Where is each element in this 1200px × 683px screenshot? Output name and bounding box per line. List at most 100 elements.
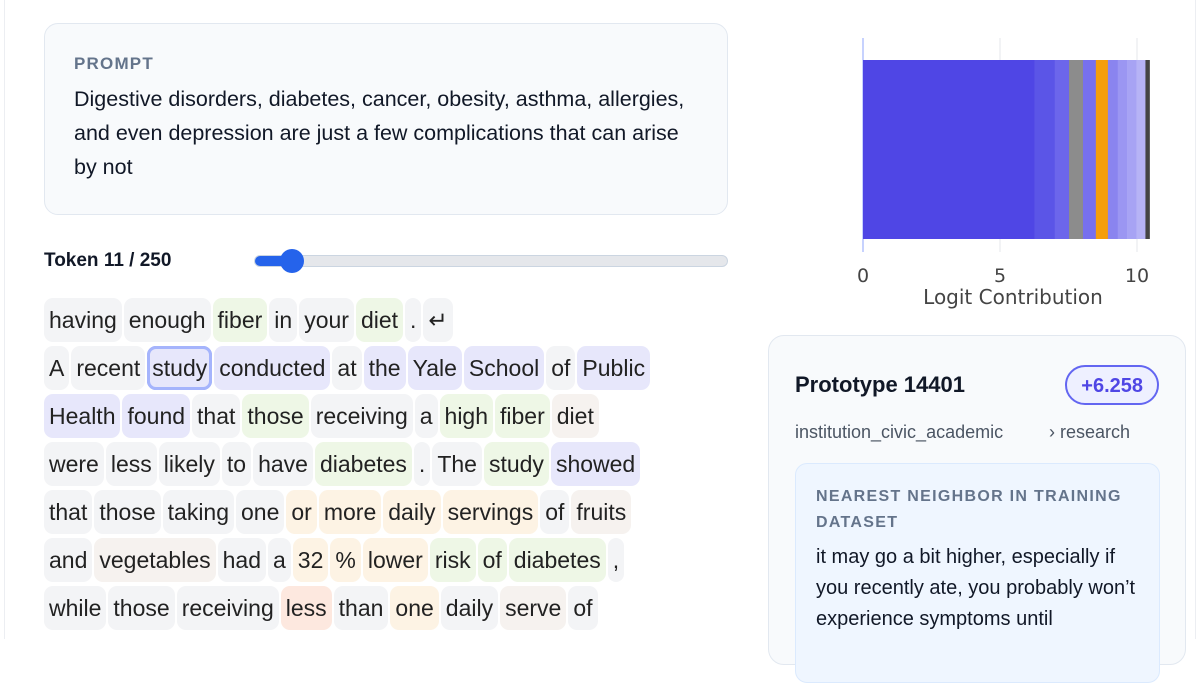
token-line: were less likely to have diabetes. The study sho… [44,440,734,488]
token[interactable]: vegetables [94,538,216,582]
token[interactable]: in [269,298,298,342]
bar-segment [1034,60,1056,239]
token[interactable]: % [330,538,361,582]
token[interactable]: recent [71,346,146,390]
token[interactable]: the [363,346,406,390]
token[interactable]: daily [440,586,499,630]
token[interactable]: conducted [214,346,331,390]
token[interactable]: to [221,442,252,486]
token[interactable]: those [94,490,161,534]
token[interactable]: daily [383,490,441,534]
token[interactable]: fruits [571,490,632,534]
prototype-title: Prototype 14401 [795,372,965,397]
token[interactable]: than [333,586,389,630]
token[interactable]: serve [500,586,567,630]
x-tick-label: 0 [857,265,869,287]
token[interactable]: a [414,394,438,438]
prompt-label: PROMPT [74,54,154,73]
bar-segment [863,60,1035,239]
bar-segment [1054,60,1070,239]
token[interactable]: study [483,442,549,486]
token[interactable]: high [439,394,494,438]
token-counter: Token 11 / 250 [44,250,172,271]
token[interactable]: diabetes [314,442,412,486]
token[interactable]: lower [362,538,428,582]
bar-segment [1107,60,1119,239]
token-line: Health found that those receiving a high fiber d… [44,392,734,440]
token[interactable]: servings [442,490,539,534]
token[interactable]: of [546,346,576,390]
token[interactable]: Health [44,394,121,438]
token[interactable]: those [242,394,309,438]
token[interactable]: receiving [310,394,413,438]
token[interactable]: A [44,346,70,390]
token[interactable]: . [413,442,431,486]
token[interactable]: receiving [176,586,279,630]
token[interactable]: a [268,538,291,582]
token[interactable]: of [568,586,598,630]
token[interactable]: one [236,490,285,534]
token[interactable]: of [477,538,507,582]
slider-thumb[interactable] [280,249,305,273]
bar-segment [1095,60,1109,239]
token[interactable]: that [44,490,93,534]
page-frame [4,0,1196,639]
token[interactable]: have [253,442,313,486]
logit-contribution-chart: 0 5 10 Logit Contribution [857,38,1150,309]
token-line: that those taking one or more daily servings of f… [44,488,734,536]
token[interactable]: having [44,298,122,342]
token[interactable]: diet [355,298,404,342]
token[interactable]: ↵ [423,298,453,342]
token[interactable]: showed [550,442,641,486]
bar-segment [1068,60,1084,239]
token[interactable]: or [286,490,317,534]
bar-segment [1117,60,1128,239]
token[interactable]: fiber [495,394,550,438]
token[interactable]: Public [577,346,651,390]
token-selected[interactable]: study [147,346,213,390]
token[interactable]: less [105,442,157,486]
token[interactable]: while [44,586,107,630]
nearest-neighbor-label: NEAREST NEIGHBOR IN TRAINING DATASET [816,488,1122,531]
token[interactable]: less [280,586,332,630]
token[interactable]: your [299,298,354,342]
prototype-category: institution_civic_academic [795,422,1004,442]
token[interactable]: enough [123,298,211,342]
prompt-card: PROMPT Digestive disorders, diabetes, ca… [44,23,728,215]
token-line: while those receiving less than one daily serve… [44,584,734,632]
prompt-text: Digestive disorders, diabetes, cancer, o… [74,87,685,179]
x-tick-label: 10 [1125,265,1149,287]
token[interactable]: School [463,346,545,390]
token[interactable]: likely [158,442,220,486]
token[interactable]: and [44,538,93,582]
token[interactable]: Yale [407,346,462,390]
token[interactable]: fiber [212,298,268,342]
prototype-subcategory: › research [1049,422,1131,442]
bar-segment [1127,60,1137,239]
slider-fill [255,256,293,266]
token[interactable]: 32 [292,538,329,582]
x-axis-label: Logit Contribution [923,285,1103,309]
token[interactable]: at [332,346,362,390]
token[interactable]: diabetes [508,538,606,582]
token-slider[interactable] [254,249,728,273]
x-tick-label: 5 [994,265,1006,287]
token[interactable]: found [122,394,191,438]
nearest-neighbor-box: NEAREST NEIGHBOR IN TRAINING DATASET it … [795,463,1160,683]
token[interactable]: diet [551,394,599,438]
token[interactable]: one [390,586,439,630]
token[interactable]: that [192,394,241,438]
token[interactable]: were [44,442,104,486]
prototype-card: Prototype 14401 +6.258 institution_civic… [768,335,1186,683]
token[interactable]: of [540,490,570,534]
token[interactable]: , [607,538,625,582]
token[interactable]: risk [429,538,476,582]
token[interactable]: more [318,490,382,534]
token[interactable]: . [405,298,422,342]
token[interactable]: taking [162,490,235,534]
token[interactable]: those [108,586,175,630]
nearest-neighbor-text: it may go a bit higher, especially if yo… [816,546,1136,630]
token[interactable]: The [432,442,482,486]
token[interactable]: had [217,538,266,582]
